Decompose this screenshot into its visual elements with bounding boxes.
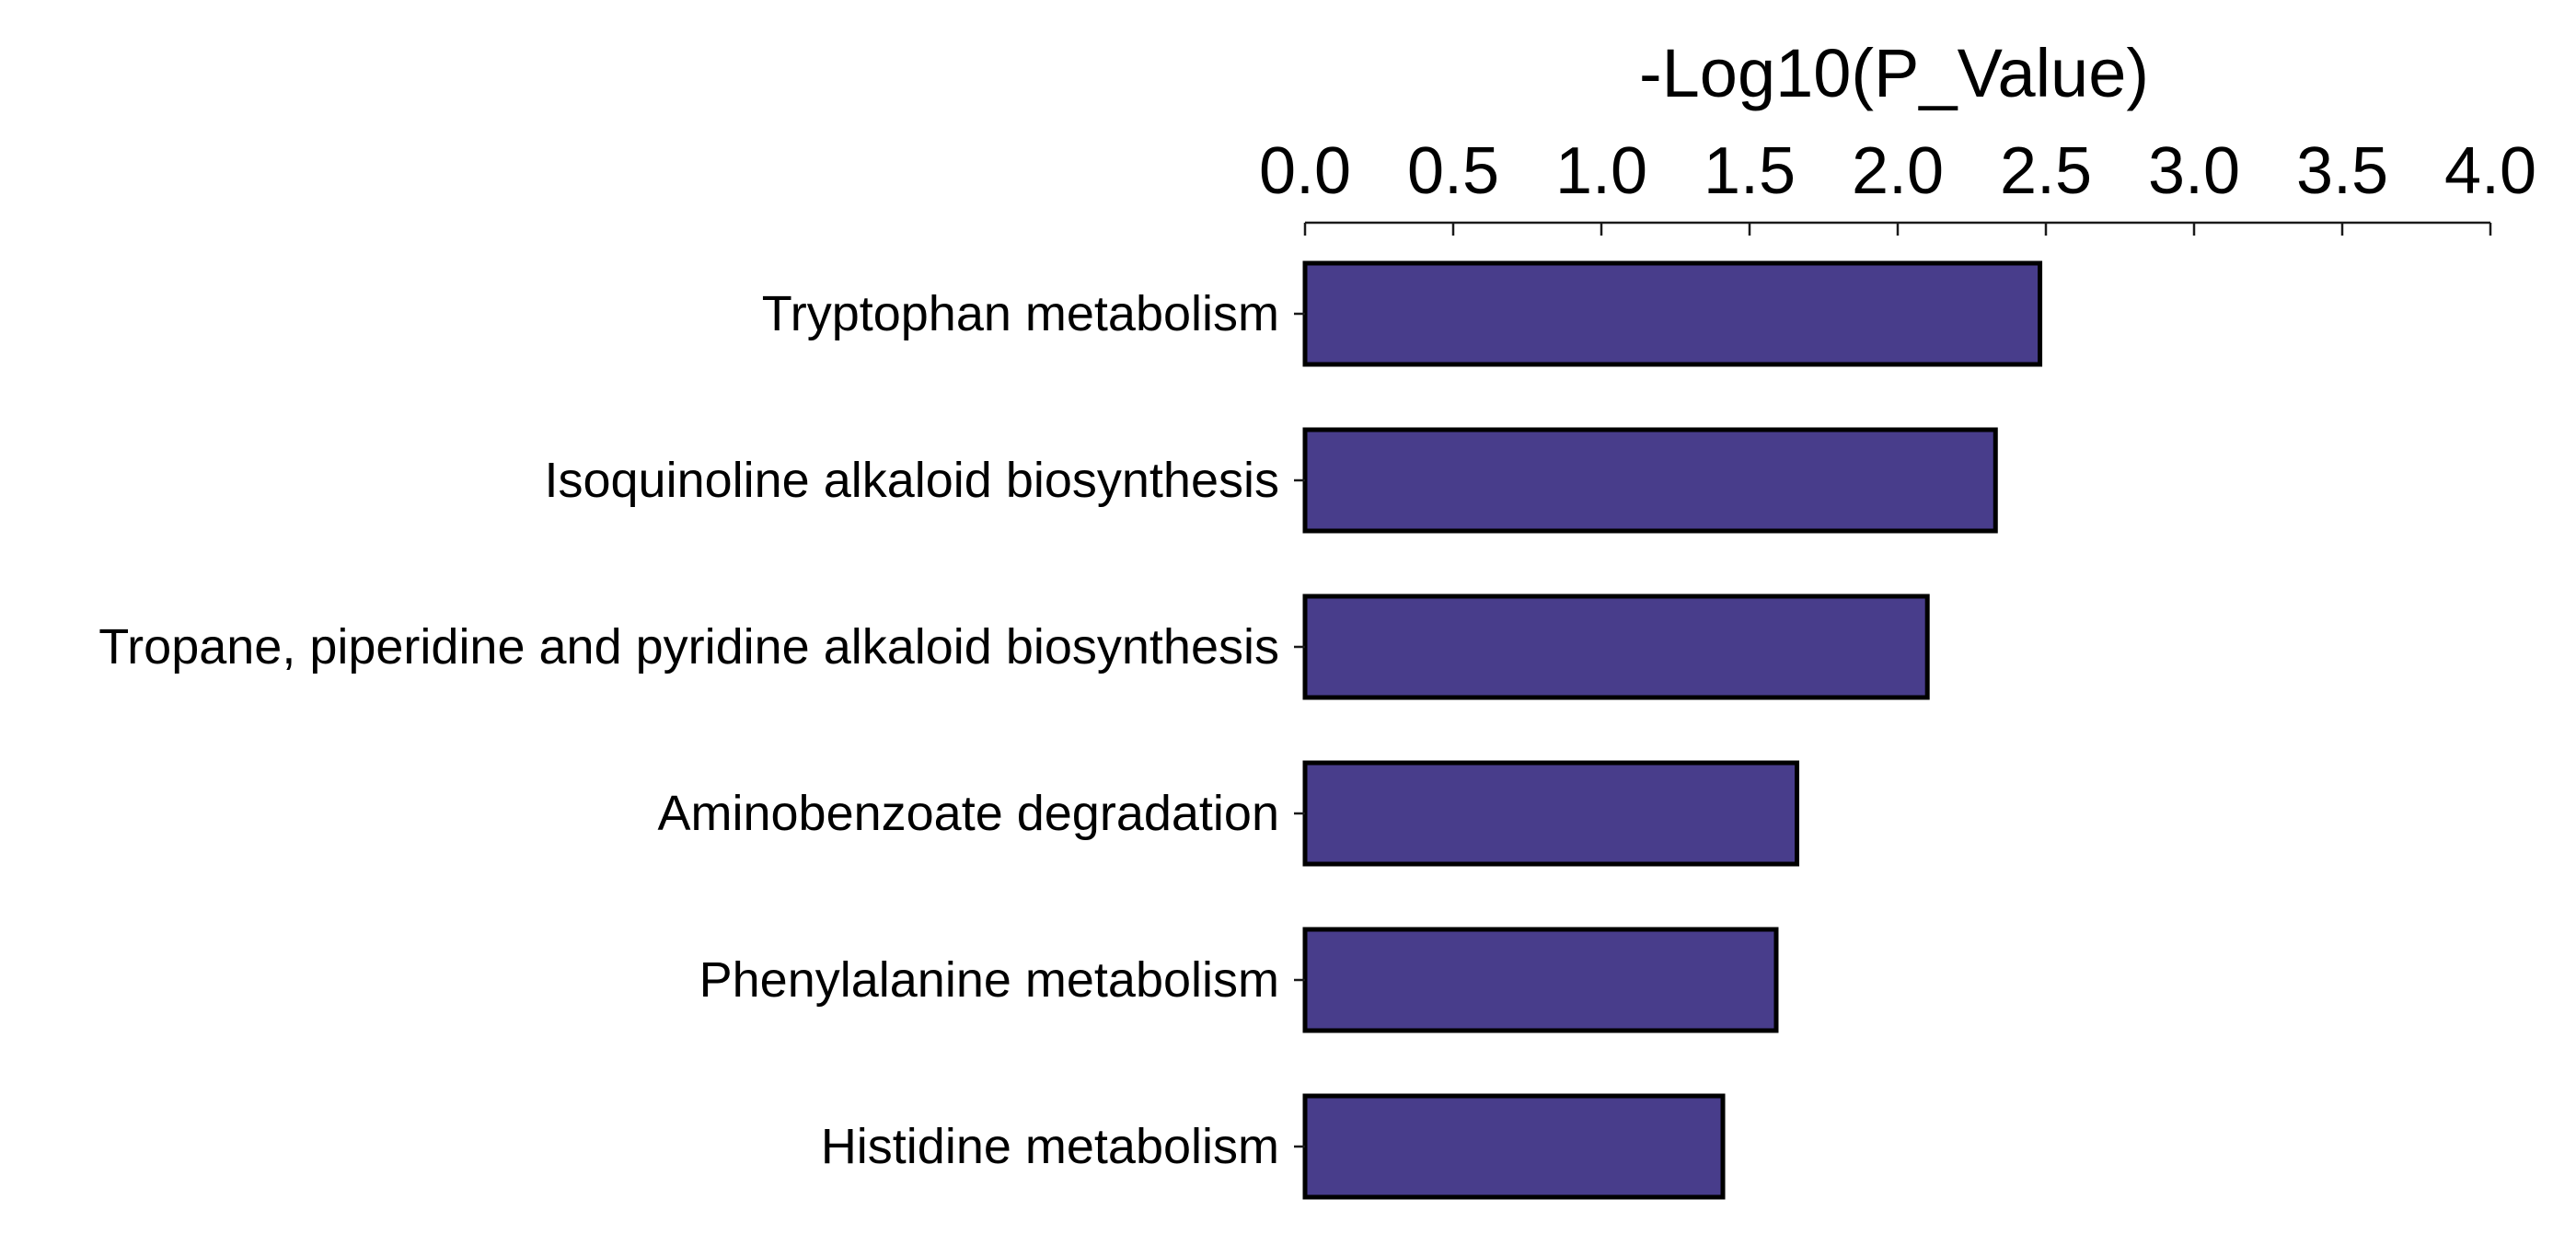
category-label: Tryptophan metabolism: [762, 286, 1279, 341]
x-tick-label: 1.0: [1555, 134, 1647, 208]
x-tick-label: 1.5: [1704, 134, 1796, 208]
x-tick-label: 4.0: [2444, 134, 2536, 208]
bar: [1302, 927, 1779, 1033]
category-label: Isoquinoline alkaloid biosynthesis: [544, 453, 1279, 508]
x-tick-label: 2.5: [2000, 134, 2092, 208]
bar: [1302, 1093, 1726, 1200]
bars-group: [1302, 260, 2043, 1200]
bar: [1302, 760, 1800, 867]
x-axis: 0.0 0.5 1.0 1.5 2.0 2.5 3.0 3.5 4.0: [1259, 134, 2536, 236]
x-axis-title: -Log10(P_Value): [1639, 35, 2149, 111]
category-label: Tropane, piperidine and pyridine alkaloi…: [98, 619, 1279, 674]
bar: [1302, 427, 1998, 534]
bar: [1302, 260, 2043, 367]
x-tick-label: 0.5: [1407, 134, 1499, 208]
category-label: Aminobenzoate degradation: [657, 786, 1279, 841]
x-tick-label: 3.5: [2296, 134, 2388, 208]
x-tick-label: 0.0: [1259, 134, 1351, 208]
category-label: Histidine metabolism: [821, 1119, 1279, 1174]
y-axis: Tryptophan metabolism Isoquinoline alkalo…: [98, 286, 1305, 1174]
category-label: Phenylalanine metabolism: [699, 952, 1279, 1008]
x-tick-label: 2.0: [1852, 134, 1944, 208]
x-tick-label: 3.0: [2148, 134, 2240, 208]
bar: [1302, 594, 1930, 700]
